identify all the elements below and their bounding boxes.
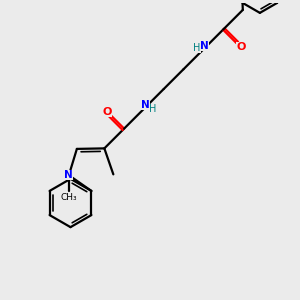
Text: O: O: [236, 42, 245, 52]
Text: N: N: [200, 41, 209, 51]
Text: N: N: [64, 170, 73, 180]
Text: CH₃: CH₃: [61, 193, 77, 202]
Text: H: H: [149, 104, 156, 114]
Text: H: H: [193, 43, 200, 53]
Text: O: O: [103, 107, 112, 117]
Text: N: N: [141, 100, 150, 110]
